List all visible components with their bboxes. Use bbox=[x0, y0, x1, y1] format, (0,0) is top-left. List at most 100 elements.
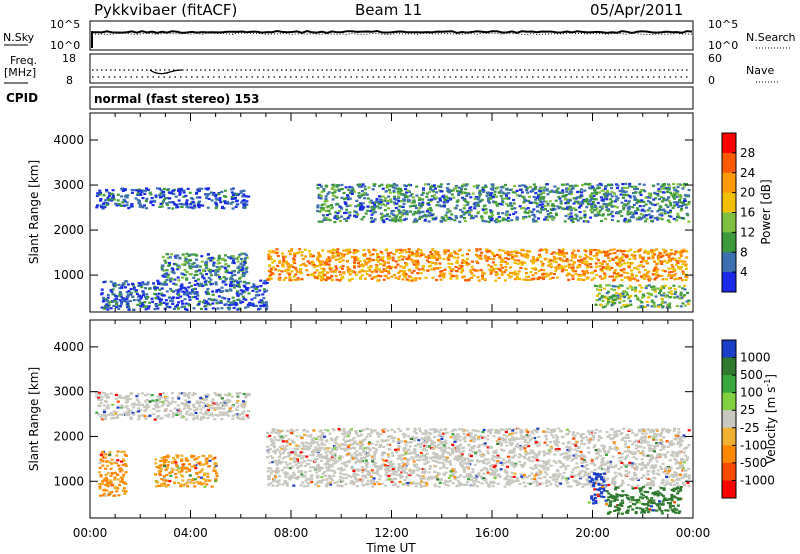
heatmap-cell bbox=[212, 191, 216, 195]
heatmap-cell bbox=[357, 261, 360, 265]
heatmap-cell bbox=[354, 251, 358, 254]
heatmap-cell bbox=[581, 259, 585, 262]
heatmap-cell bbox=[663, 210, 667, 213]
heatmap-cell bbox=[129, 416, 133, 419]
heatmap-cell bbox=[572, 197, 576, 200]
heatmap-cell bbox=[442, 272, 446, 275]
heatmap-cell bbox=[200, 260, 204, 263]
heatmap-cell bbox=[413, 204, 417, 207]
heatmap-cell bbox=[410, 193, 414, 196]
heatmap-cell bbox=[151, 300, 155, 303]
heatmap-cell bbox=[185, 289, 189, 292]
heatmap-cell bbox=[211, 290, 215, 293]
heatmap-cell bbox=[513, 184, 517, 187]
heatmap-cell bbox=[326, 192, 330, 195]
heatmap-cell bbox=[687, 220, 691, 223]
heatmap-cell bbox=[654, 266, 658, 269]
heatmap-cell bbox=[464, 211, 468, 214]
heatmap-cell bbox=[464, 260, 468, 263]
heatmap-cell bbox=[546, 213, 550, 216]
heatmap-cell bbox=[372, 453, 376, 456]
heatmap-cell bbox=[143, 405, 146, 408]
heatmap-cell bbox=[668, 220, 672, 223]
heatmap-cell bbox=[383, 261, 387, 264]
cpid-label: CPID bbox=[6, 91, 38, 105]
heatmap-cell bbox=[335, 196, 339, 199]
heatmap-cell bbox=[301, 258, 305, 261]
heatmap-cell bbox=[217, 414, 221, 417]
heatmap-cell bbox=[667, 214, 671, 217]
heatmap-cell bbox=[405, 195, 409, 198]
heatmap-cell bbox=[536, 205, 540, 208]
heatmap-cell bbox=[538, 198, 542, 201]
heatmap-cell bbox=[184, 293, 188, 296]
heatmap-cell bbox=[386, 266, 390, 269]
heatmap-cell bbox=[478, 194, 482, 197]
heatmap-cell bbox=[176, 290, 180, 293]
heatmap-cell bbox=[177, 189, 181, 192]
heatmap-cell bbox=[229, 202, 233, 205]
colorbar-swatch bbox=[722, 212, 736, 233]
heatmap-cell bbox=[394, 260, 398, 263]
heatmap-cell bbox=[663, 183, 667, 186]
heatmap-cell bbox=[628, 195, 632, 198]
heatmap-cell bbox=[382, 214, 386, 218]
heatmap-cell bbox=[503, 260, 507, 264]
heatmap-cell bbox=[639, 264, 643, 267]
heatmap-cell bbox=[422, 253, 426, 256]
heatmap-cell bbox=[182, 203, 186, 206]
heatmap-cell bbox=[104, 453, 108, 456]
heatmap-cell bbox=[396, 263, 400, 266]
heatmap-cell bbox=[468, 210, 472, 214]
heatmap-cell bbox=[494, 279, 498, 282]
heatmap-cell bbox=[242, 297, 246, 300]
heatmap-cell bbox=[522, 253, 526, 256]
heatmap-cell bbox=[102, 489, 106, 492]
heatmap-cell bbox=[440, 217, 444, 220]
heatmap-cell bbox=[293, 261, 297, 265]
heatmap-cell bbox=[355, 199, 359, 202]
heatmap-cell bbox=[367, 258, 371, 261]
heatmap-cell bbox=[163, 399, 167, 402]
heatmap-cell bbox=[104, 415, 108, 418]
heatmap-cell bbox=[494, 201, 497, 204]
heatmap-cell bbox=[538, 253, 541, 256]
heatmap-cell bbox=[178, 202, 182, 206]
heatmap-cell bbox=[500, 203, 504, 206]
heatmap-cell bbox=[402, 270, 406, 273]
heatmap-cell bbox=[322, 269, 326, 272]
heatmap-cell bbox=[183, 407, 186, 410]
heatmap-cell bbox=[522, 196, 526, 199]
heatmap-cell bbox=[227, 298, 231, 301]
heatmap-cell bbox=[357, 204, 360, 207]
heatmap-cell bbox=[621, 294, 625, 297]
colorbar-tick-label: 8 bbox=[740, 245, 748, 259]
heatmap-cell bbox=[303, 248, 307, 251]
heatmap-cell bbox=[598, 288, 602, 291]
heatmap-cell bbox=[685, 300, 689, 303]
heatmap-cell bbox=[333, 271, 337, 274]
heatmap-cell bbox=[660, 262, 664, 265]
heatmap-cell bbox=[113, 478, 117, 481]
heatmap-cell bbox=[241, 265, 244, 268]
heatmap-cell bbox=[408, 205, 412, 208]
heatmap-cell bbox=[595, 191, 599, 195]
heatmap-cell bbox=[220, 265, 224, 268]
heatmap-cell bbox=[169, 192, 173, 195]
heatmap-cell bbox=[498, 255, 502, 258]
heatmap-cell bbox=[598, 262, 602, 265]
heatmap-cell bbox=[169, 277, 173, 280]
heatmap-cell bbox=[99, 191, 102, 194]
heatmap-cell bbox=[320, 220, 324, 223]
heatmap-cell bbox=[188, 413, 192, 417]
heatmap-cell bbox=[238, 392, 242, 395]
heatmap-cell bbox=[213, 466, 217, 469]
cpid-text: normal (fast stereo) 153 bbox=[94, 92, 260, 106]
heatmap-cell bbox=[606, 191, 610, 194]
heatmap-cell bbox=[650, 250, 654, 253]
heatmap-cell bbox=[215, 393, 218, 397]
heatmap-cell bbox=[182, 191, 186, 194]
heatmap-cell bbox=[99, 475, 103, 478]
heatmap-cell bbox=[129, 205, 133, 208]
heatmap-cell bbox=[143, 283, 147, 286]
